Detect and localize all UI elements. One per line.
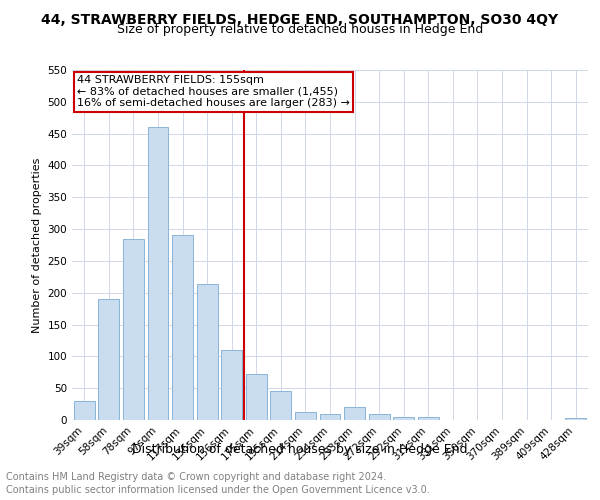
- Bar: [418, 418, 439, 420]
- Bar: [565, 418, 586, 420]
- Bar: [74, 401, 95, 420]
- Bar: [393, 417, 414, 420]
- Bar: [271, 390, 292, 420]
- Text: Contains HM Land Registry data © Crown copyright and database right 2024.: Contains HM Land Registry data © Crown c…: [6, 472, 386, 482]
- Text: 44, STRAWBERRY FIELDS, HEDGE END, SOUTHAMPTON, SO30 4QY: 44, STRAWBERRY FIELDS, HEDGE END, SOUTHA…: [41, 12, 559, 26]
- Text: Contains public sector information licensed under the Open Government Licence v3: Contains public sector information licen…: [6, 485, 430, 495]
- Bar: [295, 412, 316, 420]
- Bar: [148, 128, 169, 420]
- Bar: [344, 408, 365, 420]
- Bar: [246, 374, 267, 420]
- Text: Size of property relative to detached houses in Hedge End: Size of property relative to detached ho…: [117, 24, 483, 36]
- Bar: [172, 236, 193, 420]
- Bar: [98, 299, 119, 420]
- Bar: [320, 414, 340, 420]
- Bar: [197, 284, 218, 420]
- Bar: [368, 414, 389, 420]
- Text: 44 STRAWBERRY FIELDS: 155sqm
← 83% of detached houses are smaller (1,455)
16% of: 44 STRAWBERRY FIELDS: 155sqm ← 83% of de…: [77, 75, 350, 108]
- Bar: [123, 238, 144, 420]
- Bar: [221, 350, 242, 420]
- Y-axis label: Number of detached properties: Number of detached properties: [32, 158, 42, 332]
- Text: Distribution of detached houses by size in Hedge End: Distribution of detached houses by size …: [132, 442, 468, 456]
